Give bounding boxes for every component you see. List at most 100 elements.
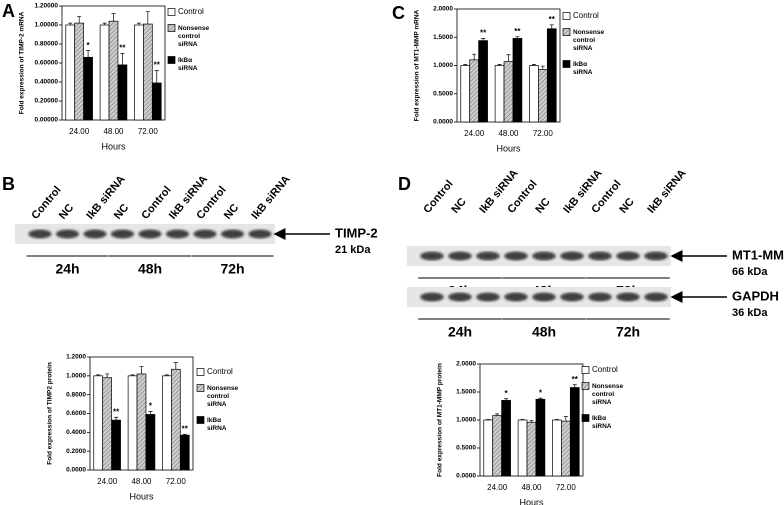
legend-swatch — [581, 414, 590, 422]
y-tick-label: 2.0000 — [433, 6, 453, 13]
y-tick-label: 0.4000 — [66, 429, 86, 436]
blot-band — [28, 229, 52, 239]
error-bar — [136, 22, 141, 25]
error-bar — [148, 411, 153, 415]
error-bar — [529, 420, 534, 423]
size-label: 36 kDa — [732, 307, 768, 319]
error-bar — [515, 36, 520, 39]
x-tick-label: 48.00 — [131, 477, 152, 486]
x-tick-label: 48.00 — [521, 483, 542, 492]
protein-label: TIMP-2 — [335, 225, 378, 240]
x-tick-label: 24.00 — [97, 477, 118, 486]
y-tick-label: 2.0000 — [456, 361, 476, 368]
significance: * — [505, 389, 509, 398]
bar — [492, 415, 502, 477]
y-tick-label: 1.0000 — [66, 373, 86, 380]
y-tick-label: 0.40000 — [35, 79, 59, 86]
significance: ** — [514, 27, 521, 36]
legend-swatch — [167, 24, 176, 32]
bar — [171, 368, 181, 471]
error-bar — [563, 416, 568, 422]
legend-swatch — [196, 368, 205, 376]
legend-swatch — [196, 384, 205, 392]
legend-label: Nonsense control siRNA — [178, 25, 211, 48]
blot-band — [420, 292, 444, 302]
y-tick-label: 0.00000 — [35, 117, 59, 124]
legend-swatch — [562, 60, 571, 68]
bar — [162, 375, 172, 471]
y-tick-label: 0.2000 — [66, 448, 86, 455]
bar — [478, 40, 488, 123]
y-tick-label: 0.0000 — [456, 473, 476, 480]
lane-label: IkB siRNA — [249, 173, 292, 221]
x-tick-label: 24.00 — [464, 129, 485, 138]
bar — [108, 20, 119, 121]
blot-band — [532, 251, 556, 261]
error-bar — [486, 419, 491, 420]
bar — [151, 82, 162, 121]
legend-label: Control — [573, 11, 599, 20]
y-tick-label: 0.5000 — [433, 90, 453, 97]
y-axis-label: Fold expression of TIMP2 protein — [47, 362, 54, 465]
error-bar — [506, 54, 511, 62]
size-label: 21 kDa — [335, 244, 371, 256]
lane-label: NC — [57, 202, 76, 222]
error-bar — [86, 50, 91, 58]
bar — [99, 24, 110, 121]
blot-band — [110, 229, 135, 239]
lane-label: NC — [222, 202, 241, 222]
blot-band — [138, 229, 162, 239]
blot-band — [420, 251, 444, 261]
blot-band — [476, 251, 500, 261]
y-tick-label: 1.20000 — [35, 3, 59, 10]
error-bar — [540, 65, 545, 70]
blot-band — [616, 292, 640, 302]
bar — [102, 377, 112, 471]
bar — [512, 38, 523, 123]
y-tick-label: 0.6000 — [66, 410, 86, 417]
y-axis-label: Fold expression of MT1-MMP protein — [437, 363, 444, 477]
time-label: 48h — [532, 324, 556, 340]
legend-label: Nonsense control siRNA — [592, 383, 625, 406]
legend-label: IkBα siRNA — [573, 61, 593, 76]
legend-label: Control — [207, 367, 233, 376]
error-bar — [139, 366, 144, 374]
blot-band — [588, 251, 612, 261]
bar — [93, 375, 104, 471]
error-bar — [105, 373, 110, 378]
bar — [569, 387, 580, 477]
legend-swatch — [167, 8, 176, 16]
error-bar — [572, 384, 577, 388]
significance: * — [87, 41, 91, 50]
y-tick-label: 0.5000 — [456, 445, 476, 452]
x-tick-label: 48.00 — [103, 127, 124, 136]
blot-band — [83, 229, 107, 239]
bar — [83, 56, 93, 121]
blot-band — [448, 292, 472, 302]
error-bar — [549, 24, 554, 29]
legend-swatch — [196, 416, 205, 424]
bar — [460, 65, 471, 123]
lane-label: NC — [617, 196, 636, 216]
significance: ** — [572, 375, 579, 384]
error-bar — [504, 398, 509, 401]
panel-letter: A — [2, 1, 15, 21]
blot-band — [165, 229, 190, 239]
significance: ** — [113, 407, 120, 416]
bar — [111, 419, 121, 471]
bar — [517, 419, 528, 477]
error-bar — [472, 53, 477, 60]
time-label: 72h — [616, 324, 640, 340]
error-bar — [497, 64, 502, 66]
significance: * — [539, 388, 543, 397]
significance: ** — [480, 28, 487, 37]
error-bar — [96, 374, 101, 376]
error-bar — [114, 416, 119, 421]
lane-label: NC — [112, 202, 131, 222]
bar — [127, 375, 138, 471]
legend-label: Nonsense control siRNA — [207, 385, 240, 408]
bar — [117, 64, 128, 121]
time-label: 72h — [220, 261, 244, 277]
blot-band — [532, 292, 556, 302]
x-axis-label: Hours — [496, 143, 521, 153]
